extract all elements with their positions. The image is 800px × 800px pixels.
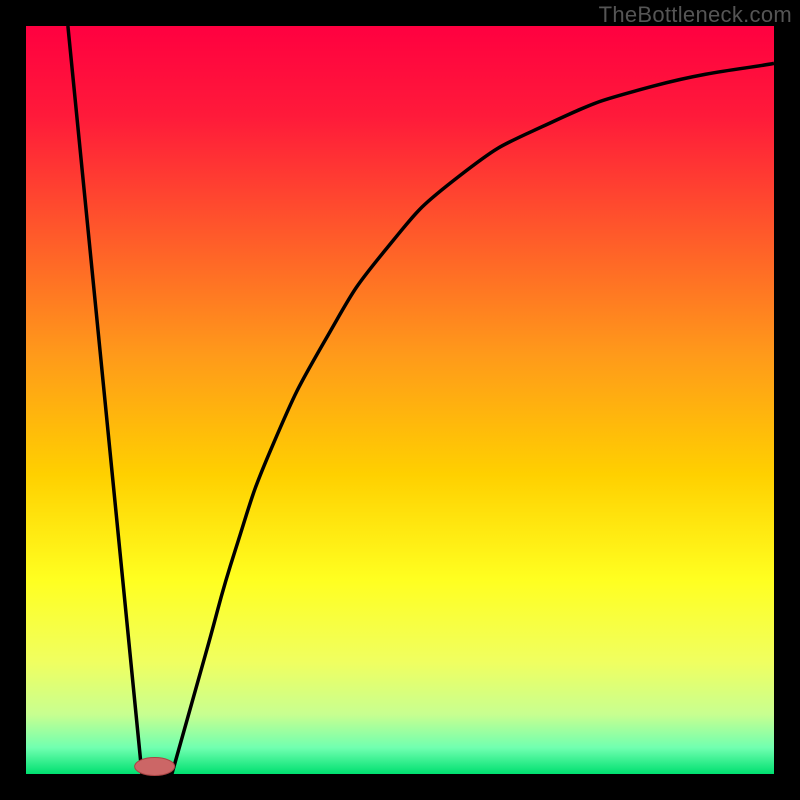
chart-background (26, 26, 774, 774)
attribution-text: TheBottleneck.com (599, 2, 792, 28)
chart-container: TheBottleneck.com (0, 0, 800, 800)
optimal-point-marker (135, 758, 175, 776)
bottleneck-chart (0, 0, 800, 800)
